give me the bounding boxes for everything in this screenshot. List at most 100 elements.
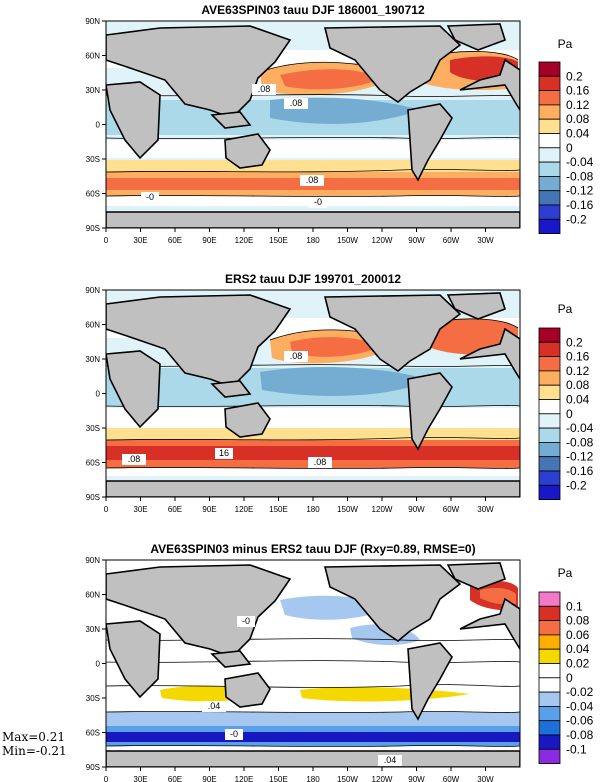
colorbar-swatch xyxy=(538,691,561,707)
panel-1: AVE63SPIN03 tauu DJF 186001_190712 xyxy=(105,3,521,229)
x-tick-label: 120W xyxy=(372,775,393,782)
contour-label-bg xyxy=(215,448,233,459)
y-tick-label: 30S xyxy=(86,424,100,433)
y-tick-label: 0 xyxy=(96,660,101,669)
colorbar-swatch xyxy=(538,104,561,120)
panel-3: AVE63SPIN03 minus ERS2 tauu DJF (Rxy=0.8… xyxy=(2,542,521,768)
colorbar-label: -0.08 xyxy=(566,169,594,183)
contour-label: -0 xyxy=(230,729,238,739)
contour-label: -0 xyxy=(314,197,322,207)
antarctica-landmass xyxy=(106,211,520,228)
colorbar-label: 0.1 xyxy=(566,599,583,613)
x-tick-label: 30W xyxy=(477,505,494,514)
colorbar-swatch xyxy=(538,470,561,486)
panel-3-field xyxy=(106,560,520,767)
colorbar-label: 0.08 xyxy=(566,378,590,392)
colorbar-label: -0.16 xyxy=(566,464,594,478)
colorbar-label: -0.08 xyxy=(566,728,594,742)
colorbar-label: -0.08 xyxy=(566,435,594,449)
colorbar-unit: Pa xyxy=(558,302,573,316)
colorbar-label: 0.06 xyxy=(566,628,590,642)
colorbar-swatch xyxy=(538,118,561,134)
colorbar-swatch xyxy=(538,634,561,650)
contour-label: -0 xyxy=(146,192,154,202)
eurasia-landmass xyxy=(106,25,292,119)
colorbar-label: 0.12 xyxy=(566,98,590,112)
colorbar-swatch xyxy=(538,399,561,415)
y-tick-label: 90S xyxy=(86,224,100,233)
colorbar-swatch xyxy=(538,204,561,220)
panel-2-contour-labels: .08 .08 16 .08 xyxy=(122,351,332,468)
contour-label: .08 xyxy=(314,457,327,467)
colorbar-swatch xyxy=(538,133,561,149)
y-tick-label: 60N xyxy=(85,321,100,330)
colorbar-label: 0.02 xyxy=(566,657,590,671)
x-tick-label: 30W xyxy=(477,236,494,245)
colorbar-swatch xyxy=(538,441,561,458)
panel-1-title: AVE63SPIN03 tauu DJF 186001_190712 xyxy=(201,3,425,17)
colorbar-swatch xyxy=(538,706,561,722)
colorbar-label: -0.16 xyxy=(566,198,594,212)
maritime-continent xyxy=(210,111,252,129)
colorbar-label: -0.1 xyxy=(566,742,587,756)
contour-label: .04 xyxy=(384,755,397,765)
y-tick-label: 90N xyxy=(85,286,100,295)
colorbar-swatch xyxy=(538,90,561,106)
contour-label-bg xyxy=(309,197,327,208)
colorbar-label: -0.12 xyxy=(566,184,594,198)
colorbar-label: 0.04 xyxy=(566,642,590,656)
contour-label-bg xyxy=(237,616,255,627)
south-america-landmass xyxy=(407,103,453,182)
y-tick-label: 90N xyxy=(85,17,100,26)
colorbar-label: 0.16 xyxy=(566,84,590,98)
y-tick-label: 30N xyxy=(85,86,100,95)
colorbar-unit: Pa xyxy=(558,37,573,51)
y-tick-label: 90S xyxy=(86,763,100,772)
colorbar-label: -0.12 xyxy=(566,450,594,464)
x-tick-label: 30W xyxy=(477,775,494,782)
colorbar-swatch xyxy=(538,734,561,750)
x-tick-label: 30E xyxy=(133,236,147,245)
y-tick-label: 60N xyxy=(85,591,100,600)
y-tick-label: 0 xyxy=(96,390,101,399)
colorbar-label: 0.04 xyxy=(566,393,590,407)
contour-label-bg xyxy=(378,755,402,766)
colorbar-label: 0.08 xyxy=(566,614,590,628)
north-america-landmass xyxy=(323,25,462,103)
x-tick-label: 180 xyxy=(306,775,320,782)
colorbar-swatch xyxy=(538,605,561,621)
y-tick-label: 60S xyxy=(86,729,100,738)
y-tick-label: 60S xyxy=(86,459,100,468)
x-tick-label: 120E xyxy=(235,236,254,245)
x-tick-label: 150W xyxy=(337,775,358,782)
colorbar-label: -0.04 xyxy=(566,699,594,713)
x-tick-label: 150E xyxy=(269,505,288,514)
colorbar-label: 0.04 xyxy=(566,127,590,141)
x-tick-label: 120E xyxy=(235,775,254,782)
y-tick-label: 30N xyxy=(85,355,100,364)
colorbar-label: -0.04 xyxy=(566,155,594,169)
colorbar-swatch xyxy=(538,147,561,163)
y-tick-label: 30S xyxy=(86,155,100,164)
colorbar-swatch xyxy=(538,720,561,736)
y-tick-label: 0 xyxy=(96,121,101,130)
contour-label: .08 xyxy=(290,351,303,361)
y-tick-label: 60S xyxy=(86,190,100,199)
contour-label-bg xyxy=(284,351,308,362)
x-tick-label: 90E xyxy=(202,775,216,782)
colorbar-swatch xyxy=(538,484,561,500)
panel-3-title: AVE63SPIN03 minus ERS2 tauu DJF (Rxy=0.8… xyxy=(150,542,475,556)
x-tick-label: 60E xyxy=(168,505,182,514)
colorbar-swatch xyxy=(538,190,561,206)
colorbar-label: -0.2 xyxy=(566,478,587,492)
x-tick-label: 90W xyxy=(408,236,425,245)
colorbar-swatch xyxy=(538,175,561,192)
panel-2-title: ERS2 tauu DJF 199701_200012 xyxy=(225,272,401,286)
colorbar-label: 0.12 xyxy=(566,364,590,378)
colorbar-label: 0.2 xyxy=(566,69,583,83)
max-stat: Max=0.21 xyxy=(2,730,65,744)
contour-label-bg xyxy=(225,729,243,740)
colorbar-swatch xyxy=(538,413,561,429)
x-tick-label: 60E xyxy=(168,236,182,245)
colorbar-swatch xyxy=(538,648,561,664)
